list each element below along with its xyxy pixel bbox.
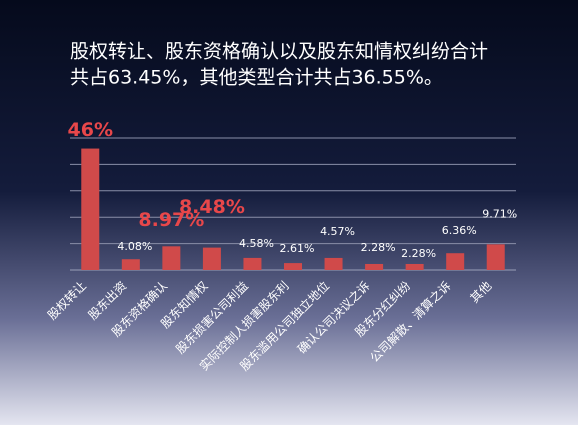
bar (202, 247, 221, 270)
value-label: 8.48% (179, 196, 245, 218)
value-label: 46% (68, 119, 113, 141)
bar (162, 246, 181, 270)
bar (81, 148, 100, 270)
value-label: 2.28% (401, 247, 436, 260)
value-label: 9.71% (482, 207, 517, 220)
bar (324, 257, 343, 270)
value-label: 6.36% (442, 224, 477, 237)
chart-title: 共占63.45%，其他类型合计共占36.55%。 (70, 67, 443, 89)
bar (486, 244, 505, 270)
value-label: 4.08% (117, 240, 152, 253)
bar (284, 263, 302, 270)
bar (243, 257, 262, 270)
bar (121, 259, 140, 270)
value-label: 4.58% (239, 237, 274, 250)
bar (446, 253, 465, 270)
value-label: 4.57% (320, 225, 355, 238)
bar (365, 263, 384, 270)
value-label: 8.97% (138, 209, 204, 231)
chart-title: 股权转让、股东资格确认以及股东知情权纠纷合计 (70, 41, 488, 63)
value-label: 2.28% (361, 241, 396, 254)
value-label: 2.61% (280, 242, 315, 255)
bar (405, 263, 424, 270)
